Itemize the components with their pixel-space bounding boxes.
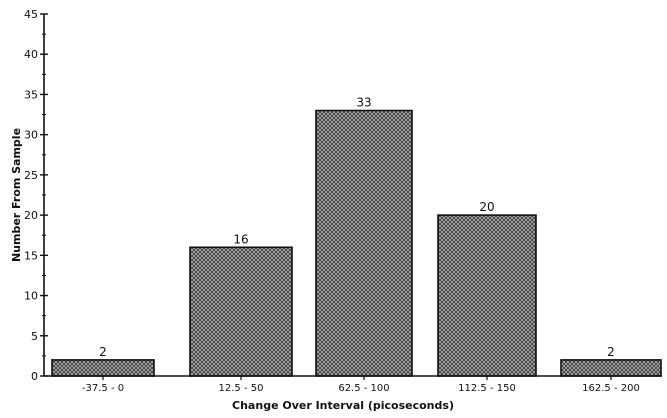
bar-value-label: 2 bbox=[99, 345, 107, 359]
y-tick-label: 15 bbox=[24, 249, 38, 262]
bar-162-5-200 bbox=[560, 359, 662, 377]
y-tick-label: 10 bbox=[24, 290, 38, 303]
bar-12-5-50 bbox=[189, 246, 293, 377]
x-labels-group: -37.5 - 0 12.5 - 50 62.5 - 100 112.5 - 150 1… bbox=[82, 376, 640, 394]
x-axis-title: Change Over Interval (picoseconds) bbox=[232, 399, 454, 412]
y-tick-label: 20 bbox=[24, 209, 38, 222]
y-tick-label: 40 bbox=[24, 48, 38, 61]
bar-value-label: 20 bbox=[479, 200, 494, 214]
y-ticks-group: 0 5 10 15 20 25 30 35 40 45 bbox=[24, 8, 48, 383]
x-category-label: -37.5 - 0 bbox=[82, 383, 124, 394]
y-tick-label: 25 bbox=[24, 169, 38, 182]
y-tick-label: 0 bbox=[31, 370, 38, 383]
bar-112-5-150 bbox=[437, 214, 537, 377]
data-labels-group: 2 16 33 20 2 bbox=[99, 96, 615, 359]
bar-value-label: 33 bbox=[356, 96, 371, 110]
y-tick-label: 45 bbox=[24, 8, 38, 21]
y-tick-label: 5 bbox=[31, 330, 38, 343]
x-category-label: 112.5 - 150 bbox=[458, 383, 516, 394]
y-axis-title: Number From Sample bbox=[10, 128, 23, 262]
bar-value-label: 16 bbox=[233, 232, 248, 246]
bars-group bbox=[51, 109, 662, 377]
bar-value-label: 2 bbox=[607, 345, 615, 359]
x-category-label: 162.5 - 200 bbox=[582, 383, 640, 394]
y-tick-label: 30 bbox=[24, 129, 38, 142]
bar-62-5-100 bbox=[315, 109, 413, 377]
x-category-label: 12.5 - 50 bbox=[219, 383, 264, 394]
bar-37-5-0 bbox=[51, 359, 155, 377]
x-category-label: 62.5 - 100 bbox=[338, 383, 389, 394]
y-tick-label: 35 bbox=[24, 88, 38, 101]
